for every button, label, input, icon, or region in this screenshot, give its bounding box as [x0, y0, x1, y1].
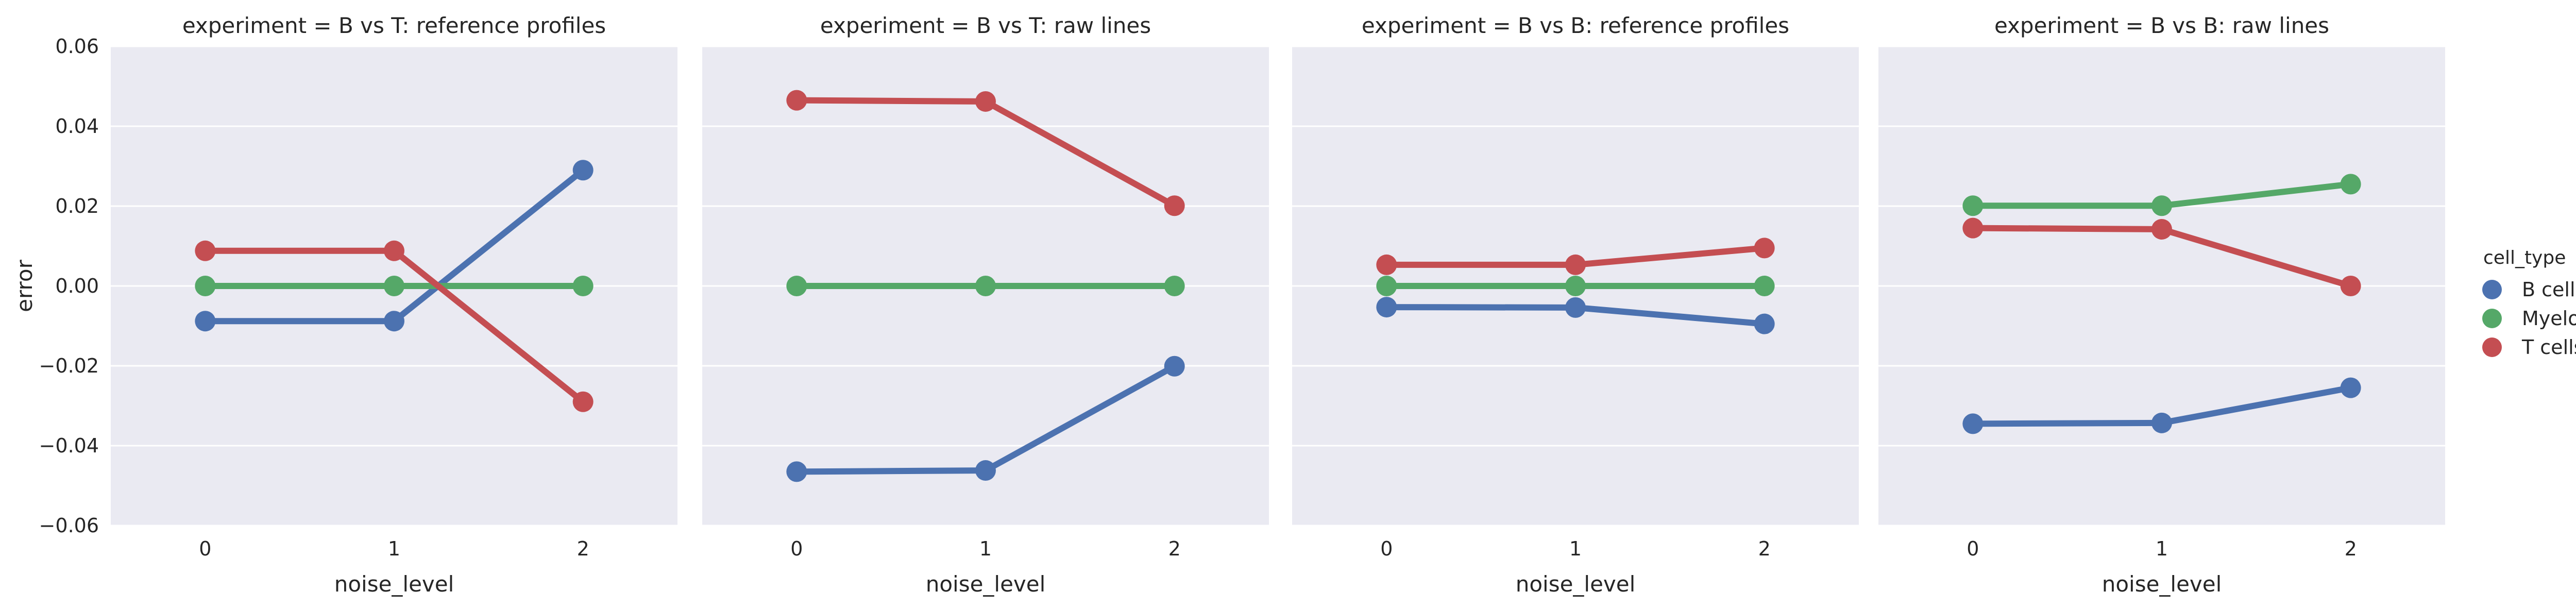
- legend-marker: [2482, 309, 2502, 328]
- legend-title: cell_type: [2483, 247, 2566, 268]
- data-point: [2340, 276, 2361, 296]
- data-point: [384, 311, 404, 332]
- x-axis-label: noise_level: [334, 571, 454, 597]
- facet-panel-2: experiment = B vs T: raw lines 0 1 2 noise_l…: [702, 13, 1269, 597]
- x-tick-label: 1: [979, 537, 992, 560]
- x-axis-label: noise_level: [1516, 571, 1636, 597]
- data-point: [786, 461, 807, 482]
- series-t-cells: [195, 240, 594, 412]
- data-point: [1164, 276, 1185, 296]
- series-b-cells: [1376, 297, 1775, 334]
- data-point: [1565, 297, 1586, 318]
- y-tick-label: −0.06: [39, 514, 99, 537]
- data-point: [1376, 254, 1397, 275]
- series-b-cells: [786, 356, 1185, 482]
- data-point: [786, 276, 807, 296]
- panel-title: experiment = B vs B: reference profiles: [1362, 13, 1789, 38]
- legend-label: Myeloblasts: [2522, 307, 2576, 330]
- series-myeloblasts: [1376, 276, 1775, 296]
- series-t-cells: [1376, 238, 1775, 275]
- panel-title: experiment = B vs T: reference profiles: [182, 13, 606, 38]
- x-tick-label: 2: [577, 537, 589, 560]
- y-axis-label: error: [12, 259, 37, 312]
- data-point: [1754, 238, 1775, 259]
- panel-title: experiment = B vs T: raw lines: [820, 13, 1151, 38]
- data-point: [2340, 174, 2361, 195]
- x-tick-label: 2: [1758, 537, 1771, 560]
- facet-panel-3: experiment = B vs B: reference profiles 0…: [1292, 13, 1859, 597]
- data-point: [975, 91, 996, 112]
- data-point: [1754, 313, 1775, 334]
- x-tick-label: 0: [790, 537, 803, 560]
- data-point: [975, 460, 996, 481]
- y-tick-label: −0.02: [39, 354, 99, 377]
- series-myeloblasts: [195, 276, 594, 296]
- series-b-cells: [1962, 377, 2361, 434]
- data-point: [384, 276, 404, 296]
- x-axis-label: noise_level: [926, 571, 1046, 597]
- data-point: [384, 240, 404, 261]
- series-t-cells: [786, 90, 1185, 216]
- legend-marker: [2482, 280, 2502, 299]
- x-tick-label: 2: [1168, 537, 1181, 560]
- data-point: [195, 240, 216, 261]
- data-point: [975, 276, 996, 296]
- data-point: [1164, 356, 1185, 377]
- y-tick-label: 0.06: [55, 35, 99, 58]
- legend-entry: B cells: [2482, 278, 2576, 301]
- legend-label: B cells: [2522, 278, 2576, 301]
- x-tick-label: 1: [2156, 537, 2168, 560]
- data-point: [1164, 195, 1185, 216]
- x-tick-label: 1: [388, 537, 400, 560]
- data-point: [1376, 276, 1397, 296]
- data-point: [2151, 218, 2172, 240]
- data-point: [572, 276, 594, 296]
- x-tick-label: 0: [199, 537, 211, 560]
- data-point: [1376, 297, 1397, 318]
- series-myeloblasts: [1962, 174, 2361, 216]
- x-axis-label: noise_level: [2102, 571, 2222, 597]
- y-tick-label: 0.00: [55, 275, 99, 297]
- x-tick-label: 1: [1569, 537, 1582, 560]
- facet-panel-4: experiment = B vs B: raw lines 0 1 2 noise_l…: [1878, 13, 2445, 597]
- x-tick-label: 0: [1380, 537, 1393, 560]
- facet-panel-1: experiment = B vs T: reference profiles 0…: [111, 13, 677, 597]
- y-tick-label: −0.04: [39, 434, 99, 457]
- data-point: [195, 276, 216, 296]
- legend-marker: [2482, 337, 2502, 357]
- series-myeloblasts: [786, 276, 1185, 296]
- series-b-cells: [195, 160, 594, 332]
- x-tick-label: 0: [1967, 537, 1979, 560]
- data-point: [1962, 217, 1984, 239]
- legend-entry: T cells: [2482, 336, 2576, 359]
- data-point: [2151, 195, 2172, 216]
- series-t-cells: [1962, 217, 2361, 296]
- x-tick-label: 2: [2345, 537, 2357, 560]
- panel-title: experiment = B vs B: raw lines: [1994, 13, 2329, 38]
- y-tick-label: 0.02: [55, 195, 99, 217]
- legend-entry: Myeloblasts: [2482, 307, 2576, 330]
- y-axis: −0.06 −0.04 −0.02 0.00 0.02 0.04 0.06 error: [12, 35, 99, 537]
- data-point: [195, 311, 216, 332]
- y-tick-label: 0.04: [55, 115, 99, 138]
- data-point: [1962, 413, 1984, 434]
- data-point: [786, 90, 807, 111]
- data-point: [1754, 276, 1775, 296]
- data-point: [2340, 377, 2361, 398]
- data-point: [572, 160, 594, 181]
- legend-label: T cells: [2521, 336, 2576, 359]
- data-point: [2151, 412, 2172, 433]
- data-point: [1565, 254, 1586, 275]
- data-point: [1565, 276, 1586, 296]
- data-point: [1962, 195, 1984, 216]
- data-point: [572, 391, 594, 412]
- legend: cell_type B cells Myeloblasts T cells: [2482, 247, 2576, 359]
